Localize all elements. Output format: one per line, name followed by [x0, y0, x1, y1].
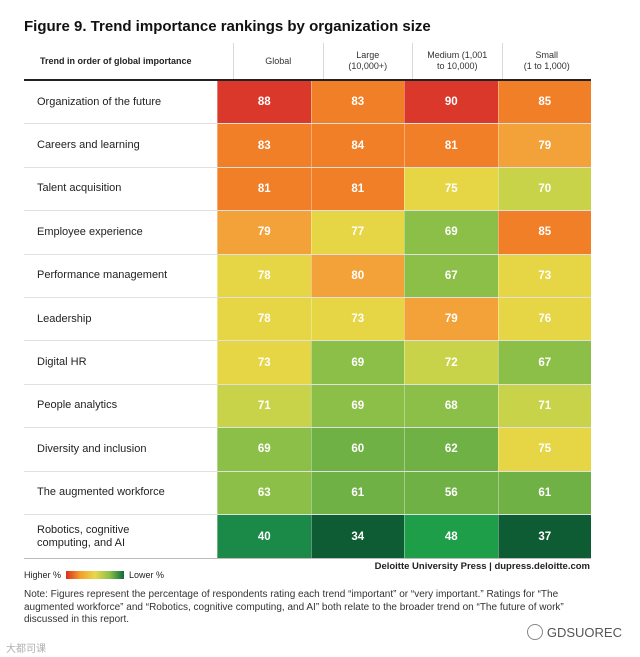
- heatmap-cell-large: 69: [310, 384, 404, 428]
- heatmap-cell-small: 37: [497, 514, 591, 559]
- heatmap-cell-global: 78: [217, 254, 311, 297]
- wechat-icon: [526, 624, 543, 640]
- chart-title: Figure 9. Trend importance rankings by o…: [24, 18, 431, 35]
- table-row: Careers and learning 83 84 81 79: [24, 124, 591, 168]
- row-label: Performance management: [37, 269, 168, 282]
- column-header-global: Global: [233, 43, 323, 79]
- heatmap-cell-small: 70: [497, 167, 591, 211]
- heatmap-cell-global: 79: [217, 211, 311, 254]
- heatmap-rows: Organization of the future 88 83 90 85 Career…: [24, 81, 591, 559]
- heatmap-cell-large: 34: [310, 514, 404, 559]
- heatmap-cell-medium: 81: [404, 124, 498, 167]
- header-divider: [24, 79, 591, 81]
- row-label: Talent acquisition: [37, 182, 122, 195]
- watermark-left: 大都司课: [6, 644, 46, 655]
- heatmap-cell-large: 81: [310, 167, 404, 211]
- table-row: Robotics, cognitive computing, and AI 40 3…: [24, 514, 591, 559]
- footnote: Note: Figures represent the percentage o…: [24, 589, 564, 625]
- heatmap-cell-global: 71: [217, 384, 311, 428]
- heatmap-cell-medium: 69: [404, 211, 498, 254]
- watermark-right-text: GDSUOREC: [546, 624, 622, 640]
- row-label: Robotics, cognitive computing, and AI: [37, 523, 130, 549]
- table-row: Employee experience 79 77 69 85: [24, 211, 591, 255]
- heatmap-cell-medium: 90: [404, 81, 498, 124]
- legend-low-label: Lower %: [129, 570, 165, 580]
- heatmap-cell-small: 85: [497, 81, 591, 124]
- heatmap-cell-global: 63: [217, 471, 311, 514]
- heatmap-cell-medium: 68: [404, 384, 498, 428]
- heatmap-cell-small: 61: [497, 471, 591, 514]
- heatmap-cell-large: 73: [310, 297, 404, 341]
- table-row: Organization of the future 88 83 90 85: [24, 81, 591, 125]
- column-header-medium: Medium (1,001 to 10,000): [412, 43, 502, 79]
- heatmap-cell-global: 78: [217, 297, 311, 341]
- heatmap-cell-large: 60: [310, 428, 404, 471]
- table-row: The augmented workforce 63 61 56 61: [24, 471, 591, 515]
- row-header-label: Trend in order of global importance: [40, 56, 192, 66]
- row-label: Leadership: [37, 312, 92, 325]
- row-label: Organization of the future: [37, 95, 162, 108]
- header-row: Trend in order of global importance Glob…: [24, 43, 591, 79]
- heatmap-cell-large: 84: [310, 124, 404, 167]
- heatmap-cell-small: 73: [497, 254, 591, 297]
- color-legend: Higher % Lower %: [24, 570, 164, 580]
- heatmap-cell-large: 69: [310, 341, 404, 384]
- table-row: Diversity and inclusion 69 60 62 75: [24, 428, 591, 472]
- heatmap-cell-medium: 56: [404, 471, 498, 514]
- heatmap-cell-small: 71: [497, 384, 591, 428]
- row-label: People analytics: [37, 399, 118, 412]
- heatmap-cell-medium: 62: [404, 428, 498, 471]
- row-label: Digital HR: [37, 356, 87, 369]
- table-row: Talent acquisition 81 81 75 70: [24, 167, 591, 212]
- heatmap-cell-global: 83: [217, 124, 311, 167]
- heatmap-cell-global: 73: [217, 341, 311, 384]
- table-row: People analytics 71 69 68 71: [24, 384, 591, 429]
- heatmap-cell-medium: 48: [404, 514, 498, 559]
- row-label: Diversity and inclusion: [37, 442, 147, 455]
- column-header-large: Large (10,000+): [322, 43, 413, 79]
- row-label: Employee experience: [37, 225, 143, 238]
- legend-gradient-bar: [66, 571, 125, 579]
- table-row: Digital HR 73 69 72 67: [24, 341, 591, 385]
- heatmap-cell-small: 76: [497, 297, 591, 341]
- heatmap-cell-small: 85: [497, 211, 591, 254]
- table-bottom-divider: [24, 558, 591, 560]
- column-header-small: Small (1 to 1,000): [501, 43, 592, 79]
- table-row: Performance management 78 80 67 73: [24, 254, 591, 298]
- heatmap-cell-large: 77: [310, 211, 404, 254]
- heatmap-cell-medium: 75: [404, 167, 498, 211]
- heatmap-cell-global: 40: [217, 514, 311, 559]
- table-row: Leadership 78 73 79 76: [24, 297, 591, 342]
- heatmap-cell-global: 88: [217, 81, 311, 124]
- heatmap-cell-large: 80: [310, 254, 404, 297]
- heatmap-cell-large: 83: [310, 81, 404, 124]
- heatmap-cell-medium: 72: [404, 341, 498, 384]
- legend-high-label: Higher %: [24, 570, 62, 580]
- heatmap-cell-small: 79: [497, 124, 591, 167]
- heatmap-cell-small: 75: [497, 428, 591, 471]
- row-label: Careers and learning: [37, 139, 140, 152]
- row-label: The augmented workforce: [37, 486, 165, 499]
- heatmap-cell-medium: 79: [404, 297, 498, 341]
- heatmap-cell-medium: 67: [404, 254, 498, 297]
- watermark-right: GDSUOREC: [526, 624, 622, 640]
- heatmap-cell-global: 81: [217, 167, 311, 211]
- heatmap-table: Trend in order of global importance Glob…: [24, 43, 591, 560]
- heatmap-cell-large: 61: [310, 471, 404, 514]
- heatmap-cell-global: 69: [217, 428, 311, 471]
- source-credit: Deloitte University Press | dupress.delo…: [374, 561, 590, 572]
- heatmap-cell-small: 67: [497, 341, 591, 384]
